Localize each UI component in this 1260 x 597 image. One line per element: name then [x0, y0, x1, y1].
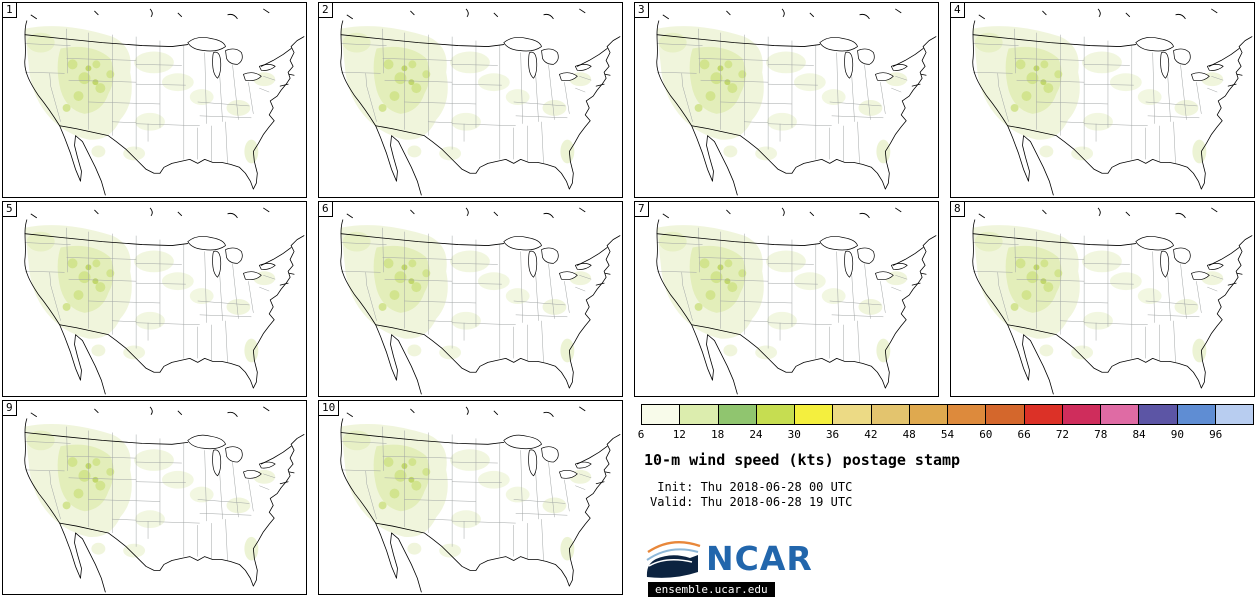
colorbar-tick: 96 [1209, 428, 1223, 441]
valid-time: Valid: Thu 2018-06-28 19 UTC [650, 495, 853, 509]
colorbar-segment [1138, 405, 1177, 424]
ncar-logo: NCAR [646, 540, 813, 578]
panel-number: 7 [635, 202, 649, 217]
panel-number: 5 [3, 202, 17, 217]
forecast-panel-3: 3 [634, 2, 939, 198]
colorbar-tick: 42 [864, 428, 878, 441]
forecast-panel-2: 2 [318, 2, 623, 198]
panel-number: 10 [319, 401, 340, 416]
colorbar-segment [1023, 405, 1062, 424]
us-map [656, 8, 937, 196]
colorbar-segment [832, 405, 871, 424]
colorbar-segment [1100, 405, 1139, 424]
colorbar-segment [908, 405, 947, 424]
panel-number: 3 [635, 3, 649, 18]
forecast-panel-9: 9 [2, 400, 307, 595]
forecast-panel-10: 10 [318, 400, 623, 595]
us-map [340, 8, 621, 196]
us-map [24, 406, 305, 593]
colorbar-tick: 72 [1055, 428, 1070, 441]
forecast-times: Init: Thu 2018-06-28 00 UTC Valid: Thu 2… [650, 480, 852, 510]
panel-number: 8 [951, 202, 965, 217]
colorbar-tick: 66 [1017, 428, 1031, 441]
us-map [972, 207, 1253, 395]
panel-number: 1 [3, 3, 17, 18]
colorbar-segment [1176, 405, 1215, 424]
us-map [340, 406, 621, 593]
colorbar-tick: 18 [711, 428, 725, 441]
forecast-panel-1: 1 [2, 2, 307, 198]
colorbar-tick-labels: 6 12 18 24 30 36 42 48 54 60 66 72 78 84… [637, 428, 1254, 441]
panel-number: 2 [319, 3, 333, 18]
colorbar-tick: 6 [637, 428, 645, 441]
colorbar-segment [1061, 405, 1100, 424]
colorbar-tick: 12 [672, 428, 686, 441]
ncar-wordmark: NCAR [706, 539, 813, 578]
colorbar-tick: 84 [1132, 428, 1146, 441]
us-map [24, 8, 305, 196]
forecast-panel-6: 6 [318, 201, 623, 397]
init-time: Init: Thu 2018-06-28 00 UTC [650, 480, 853, 494]
forecast-panel-5: 5 [2, 201, 307, 397]
colorbar-tick: 78 [1094, 428, 1108, 441]
panel-number: 9 [3, 401, 17, 416]
colorbar-segment [1214, 405, 1253, 424]
colorbar-segment [642, 405, 680, 424]
us-map [972, 8, 1253, 196]
colorbar-tick: 30 [787, 428, 801, 441]
colorbar-segment [985, 405, 1024, 424]
colorbar-tick: 48 [902, 428, 916, 441]
colorbar-tick: 60 [979, 428, 993, 441]
colorbar-segment [679, 405, 718, 424]
ncar-emblem-icon [646, 540, 701, 578]
us-map [656, 207, 937, 395]
colorbar-segment [755, 405, 794, 424]
colorbar-segment [947, 405, 986, 424]
colorbar-tick: 54 [940, 428, 955, 441]
colorbar-segment [794, 405, 833, 424]
colorbar-tick: 24 [749, 428, 763, 441]
us-map [340, 207, 621, 395]
us-map [24, 207, 305, 395]
colorbar-tick: 90 [1170, 428, 1184, 441]
wind-speed-colorbar [641, 404, 1254, 425]
page-title: 10-m wind speed (kts) postage stamp [644, 451, 961, 469]
forecast-panel-4: 4 [950, 2, 1255, 198]
panel-number: 6 [319, 202, 333, 217]
colorbar-segment [870, 405, 909, 424]
forecast-panel-7: 7 [634, 201, 939, 397]
site-url-bar: ensemble.ucar.edu [648, 582, 775, 597]
panel-number: 4 [951, 3, 965, 18]
colorbar-segment [717, 405, 756, 424]
forecast-panel-8: 8 [950, 201, 1255, 397]
colorbar-tick: 36 [825, 428, 840, 441]
